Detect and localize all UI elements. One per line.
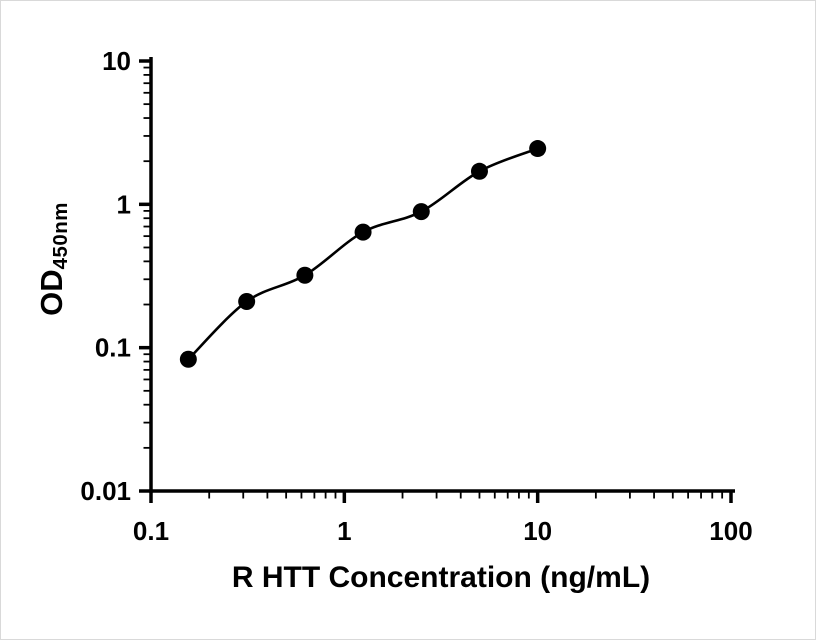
- y-axis-tick-label: 0.01: [80, 476, 131, 506]
- fit-line: [187, 147, 539, 361]
- data-point: [412, 203, 430, 221]
- y-axis-tick-label: 10: [102, 46, 131, 76]
- x-axis-title: R HTT Concentration (ng/mL): [231, 561, 651, 594]
- x-axis-tick-label: 1: [337, 516, 351, 546]
- data-point: [296, 266, 314, 284]
- data-point: [470, 162, 488, 180]
- data-point: [354, 223, 372, 241]
- y-axis-title-subscript: 450nm: [48, 202, 72, 270]
- x-axis-tick-label: 0.1: [133, 516, 169, 546]
- y-axis-title-main: OD: [34, 269, 69, 316]
- data-point: [179, 350, 197, 368]
- x-axis-tick-label: 100: [709, 516, 752, 546]
- y-axis-tick-label: 1: [117, 189, 131, 219]
- x-axis-tick-label: 10: [523, 516, 552, 546]
- y-axis-title: OD450nm: [22, 154, 82, 364]
- data-point: [529, 140, 547, 158]
- y-axis-tick-label: 0.1: [95, 333, 131, 363]
- data-point: [238, 292, 256, 310]
